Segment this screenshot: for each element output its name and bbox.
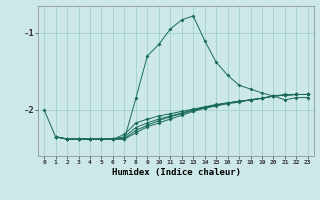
- X-axis label: Humidex (Indice chaleur): Humidex (Indice chaleur): [111, 168, 241, 177]
